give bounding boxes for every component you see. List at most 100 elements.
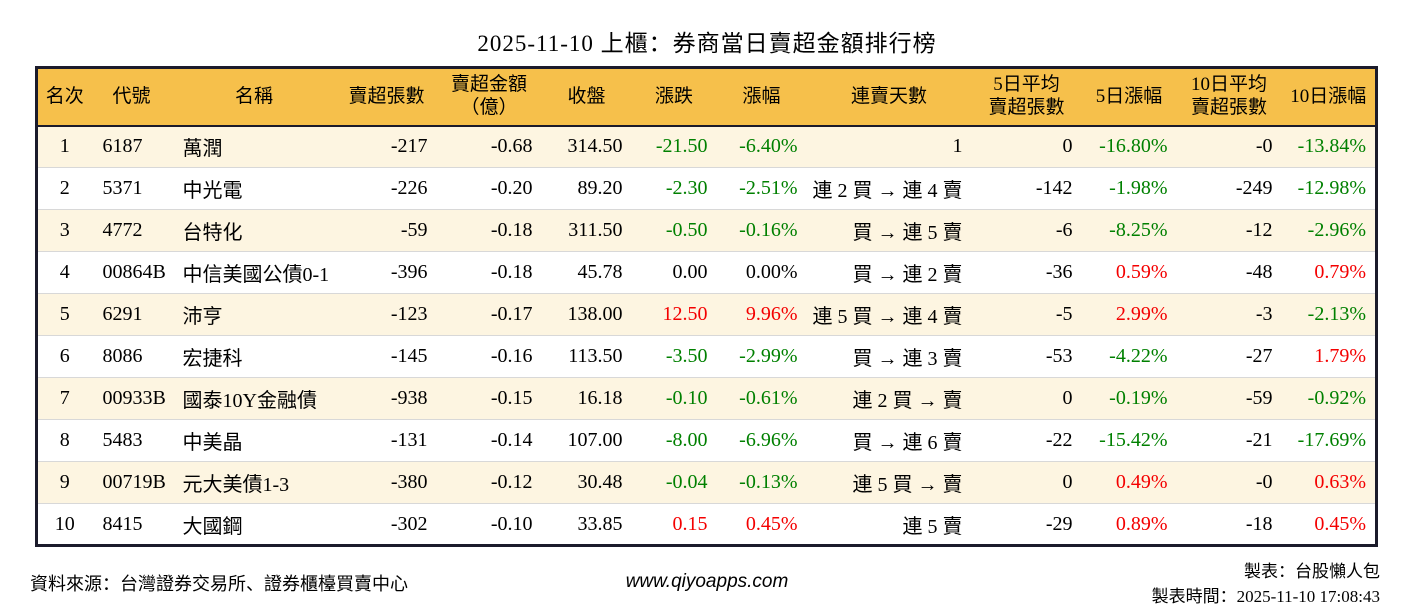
cell-rank: 1 bbox=[59, 135, 70, 158]
cell-close: 89.20 bbox=[541, 167, 632, 210]
cell-pct5: 0.59% bbox=[1081, 251, 1177, 294]
cell-sell_vol: -396 bbox=[336, 251, 437, 294]
cell-avg5: -142 bbox=[971, 167, 1082, 210]
cell-pct5: 2.99% bbox=[1081, 293, 1177, 336]
cell-avg10: -59 bbox=[1176, 377, 1282, 420]
cell-pct5: -16.80% bbox=[1099, 135, 1168, 158]
cell-rank: 8 bbox=[36, 419, 92, 462]
cell-name: 台特化 bbox=[171, 209, 337, 252]
cell-change_pct: -0.13% bbox=[716, 461, 807, 504]
cell-streak: 連 5 買 → 連 4 賣 bbox=[806, 293, 972, 336]
cell-name: 元大美債1-3 bbox=[171, 461, 337, 504]
table-row: 9 00719B 元大美債1-3 -380 -0.12 30.48 -0.04 -0.13% 連… bbox=[36, 461, 1377, 504]
cell-streak: 買 → 連 2 賣 bbox=[806, 251, 972, 294]
cell-streak: 連 5 買 → 賣 bbox=[806, 461, 972, 504]
cell-sell_amt: -0.15 bbox=[436, 377, 542, 420]
cell-pct10: -2.96% bbox=[1281, 209, 1377, 252]
cell-change: 0.00 bbox=[631, 251, 717, 294]
cell-change_pct: -0.16% bbox=[716, 209, 807, 252]
header-row: 名次 代號 名稱 賣超張數 賣超金額 （億） 收盤 漲跌 漲幅 連賣天數 5日平均 賣超張數 5日漲… bbox=[36, 67, 1377, 127]
cell-pct10: -0.92% bbox=[1281, 377, 1377, 420]
table-row: 2 5371 中光電 -226 -0.20 89.20 -2.30 -2.51% 連 2 買 →… bbox=[36, 167, 1377, 210]
cell-change: 0.15 bbox=[631, 503, 717, 546]
cell-rank: 2 bbox=[36, 167, 92, 210]
cell-change_pct: 0.45% bbox=[716, 503, 807, 546]
cell-close: 45.78 bbox=[541, 251, 632, 294]
cell-change: -0.50 bbox=[631, 209, 717, 252]
column-header-rank: 名次 bbox=[36, 67, 92, 127]
table-row: 6 8086 宏捷科 -145 -0.16 113.50 -3.50 -2.99% 買 → 連 … bbox=[36, 335, 1377, 378]
cell-pct10: 0.45% bbox=[1281, 503, 1377, 546]
cell-pct5: 0.49% bbox=[1081, 461, 1177, 504]
cell-pct10: -12.98% bbox=[1281, 167, 1377, 210]
column-header-pct5: 5日漲幅 bbox=[1081, 67, 1177, 127]
cell-close: 16.18 bbox=[541, 377, 632, 420]
cell-sell_amt: -0.16 bbox=[436, 335, 542, 378]
cell-pct5: 0.89% bbox=[1081, 503, 1177, 546]
cell-code: 4772 bbox=[91, 209, 172, 252]
cell-rank: 3 bbox=[36, 209, 92, 252]
cell-code: 6187 bbox=[102, 135, 143, 158]
table-row: 5 6291 沛亨 -123 -0.17 138.00 12.50 9.96% 連 5 買 → … bbox=[36, 293, 1377, 336]
cell-sell_vol: -217 bbox=[390, 135, 428, 158]
cell-name: 中光電 bbox=[171, 167, 337, 210]
cell-sell_vol: -302 bbox=[336, 503, 437, 546]
cell-sell_amt: -0.10 bbox=[436, 503, 542, 546]
cell-pct5: -4.22% bbox=[1081, 335, 1177, 378]
cell-sell_vol: -226 bbox=[336, 167, 437, 210]
cell-change: -3.50 bbox=[631, 335, 717, 378]
cell-name: 中美晶 bbox=[171, 419, 337, 462]
cell-pct5: -0.19% bbox=[1081, 377, 1177, 420]
cell-sell_vol: -123 bbox=[336, 293, 437, 336]
table-row: 3 4772 台特化 -59 -0.18 311.50 -0.50 -0.16% 買 → 連 5… bbox=[36, 209, 1377, 252]
column-header-code: 代號 bbox=[91, 67, 172, 127]
cell-rank: 7 bbox=[36, 377, 92, 420]
cell-change: -0.10 bbox=[631, 377, 717, 420]
cell-code: 5483 bbox=[91, 419, 172, 462]
cell-rank: 6 bbox=[36, 335, 92, 378]
cell-avg5: -36 bbox=[971, 251, 1082, 294]
ranking-table-container: 名次 代號 名稱 賣超張數 賣超金額 （億） 收盤 漲跌 漲幅 連賣天數 5日平均 賣超張數 5日漲… bbox=[35, 66, 1378, 547]
cell-change: -21.50 bbox=[655, 135, 708, 158]
cell-sell_vol: -59 bbox=[336, 209, 437, 252]
page-title: 2025-11-10 上櫃：券商當日賣超金額排行榜 bbox=[477, 31, 937, 56]
cell-pct5: -1.98% bbox=[1081, 167, 1177, 210]
cell-streak: 連 2 買 → 賣 bbox=[806, 377, 972, 420]
cell-avg5: -22 bbox=[971, 419, 1082, 462]
cell-change_pct: -2.99% bbox=[716, 335, 807, 378]
column-header-sell_amt: 賣超金額 （億） bbox=[436, 67, 542, 127]
cell-rank: 9 bbox=[36, 461, 92, 504]
cell-code: 00864B bbox=[91, 251, 172, 294]
cell-streak: 連 5 賣 bbox=[806, 503, 972, 546]
cell-code: 00719B bbox=[91, 461, 172, 504]
cell-streak: 買 → 連 3 賣 bbox=[806, 335, 972, 378]
table-row: 4 00864B 中信美國公債0-1 -396 -0.18 45.78 0.00 0.00% 買… bbox=[36, 251, 1377, 294]
cell-name: 大國鋼 bbox=[171, 503, 337, 546]
cell-avg10: -249 bbox=[1176, 167, 1282, 210]
cell-pct5: -15.42% bbox=[1081, 419, 1177, 462]
cell-avg5: -6 bbox=[971, 209, 1082, 252]
cell-code: 5371 bbox=[91, 167, 172, 210]
cell-pct10: 0.63% bbox=[1281, 461, 1377, 504]
column-header-close: 收盤 bbox=[541, 67, 632, 127]
cell-avg10: -12 bbox=[1176, 209, 1282, 252]
cell-sell_vol: -938 bbox=[336, 377, 437, 420]
cell-avg10: -48 bbox=[1176, 251, 1282, 294]
cell-avg10: -0 bbox=[1176, 461, 1282, 504]
cell-avg5: 0 bbox=[971, 377, 1082, 420]
cell-close: 33.85 bbox=[541, 503, 632, 546]
cell-change_pct: 0.00% bbox=[716, 251, 807, 294]
cell-sell_amt: -0.17 bbox=[436, 293, 542, 336]
column-header-streak: 連賣天數 bbox=[806, 67, 972, 127]
cell-avg5: 0 bbox=[1062, 135, 1073, 158]
column-header-pct10: 10日漲幅 bbox=[1281, 67, 1377, 127]
cell-change: -8.00 bbox=[631, 419, 717, 462]
cell-change: -2.30 bbox=[631, 167, 717, 210]
cell-sell_amt: -0.12 bbox=[436, 461, 542, 504]
column-header-name: 名稱 bbox=[171, 67, 337, 127]
cell-close: 30.48 bbox=[541, 461, 632, 504]
column-header-sell_vol: 賣超張數 bbox=[336, 67, 437, 127]
generated-time-label: 製表時間：2025-11-10 17:08:43 bbox=[1151, 586, 1380, 606]
cell-change: -0.04 bbox=[631, 461, 717, 504]
cell-sell_amt: -0.18 bbox=[436, 251, 542, 294]
